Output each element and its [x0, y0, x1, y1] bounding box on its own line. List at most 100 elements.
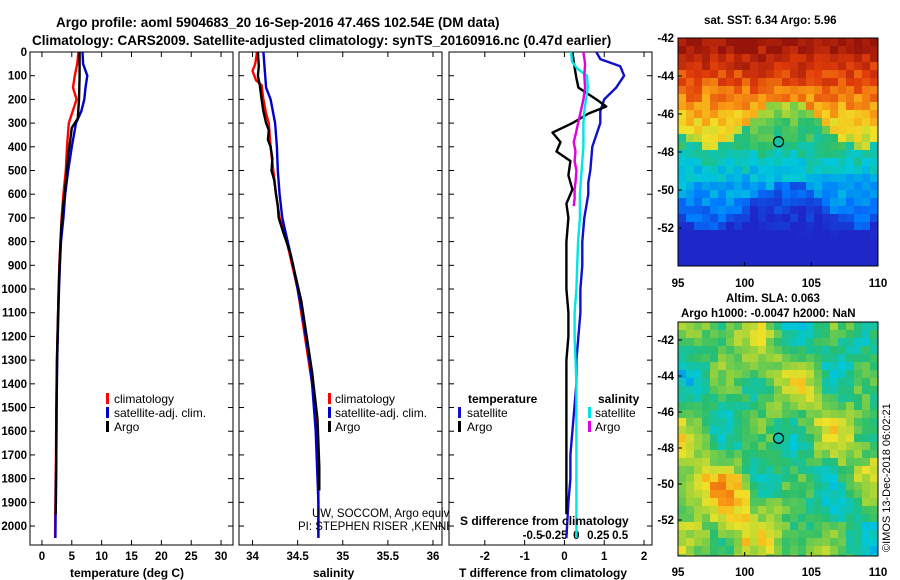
sst-map-cell — [710, 182, 718, 190]
sst-map-cell — [782, 102, 790, 110]
sla-map-cell — [766, 338, 774, 346]
sst-map-cell — [710, 198, 718, 206]
sla-map-cell — [742, 410, 750, 418]
sst-map-cell — [766, 62, 774, 70]
sla-map-cell — [710, 474, 718, 482]
sla-map-cell — [838, 522, 846, 530]
sla-map-cell — [726, 466, 734, 474]
sla-map-cell — [822, 338, 830, 346]
s-tick-label: -0.25 — [541, 530, 568, 542]
sla-map-cell — [710, 554, 718, 556]
sst-map-cell — [870, 134, 878, 142]
sst-map-cell — [694, 174, 702, 182]
sst-map-cell — [702, 254, 710, 262]
legend-label-s-satellite: satellite — [595, 406, 636, 420]
sla-map-cell — [806, 322, 814, 330]
sla-map-cell — [838, 442, 846, 450]
sla-map-cell — [822, 466, 830, 474]
sst-map-cell — [726, 214, 734, 222]
sla-map-cell — [838, 514, 846, 522]
sst-map-cell — [774, 230, 782, 238]
sst-map-cell — [758, 214, 766, 222]
sst-map-cell — [798, 238, 806, 246]
sla-map-cell — [790, 522, 798, 530]
sst-map-cell — [726, 126, 734, 134]
sla-map-cell — [742, 498, 750, 506]
sla-map-cell — [854, 346, 862, 354]
sst-map-cell — [710, 134, 718, 142]
sst-map-cell — [782, 198, 790, 206]
sla-map-cell — [726, 402, 734, 410]
sla-map-cell — [862, 522, 870, 530]
sst-map-cell — [822, 134, 830, 142]
sla-map-cell — [710, 394, 718, 402]
sla-map-cell — [726, 346, 734, 354]
sst-map-cell — [806, 246, 814, 254]
temperature-panel: 0100200300400500600700800900100011001200… — [1, 47, 234, 580]
sst-map-cell — [686, 230, 694, 238]
sst-map-cell — [790, 190, 798, 198]
sst-map-cell — [758, 142, 766, 150]
sla-map-cell — [806, 426, 814, 434]
sla-map-cell — [774, 466, 782, 474]
sst-map-cell — [678, 254, 686, 262]
sst-map-cell — [798, 62, 806, 70]
sst-map-cell — [702, 198, 710, 206]
sla-map-cell — [846, 418, 854, 426]
sla-map-cell — [830, 490, 838, 498]
sla-map-cell — [774, 474, 782, 482]
sst-map-cell — [742, 86, 750, 94]
sst-map-cell — [774, 238, 782, 246]
sst-map-cell — [862, 126, 870, 134]
sst-map-cell — [774, 62, 782, 70]
sst-map-cell — [774, 166, 782, 174]
sla-map-cell — [854, 554, 862, 556]
sst-map-cell — [686, 214, 694, 222]
sla-map-cell — [822, 426, 830, 434]
sla-map-cell — [774, 410, 782, 418]
sla-map-cell — [862, 322, 870, 330]
sla-map-cell — [790, 370, 798, 378]
sst-map-cell — [814, 206, 822, 214]
sla-map-cell — [742, 530, 750, 538]
sla-map-cell — [862, 498, 870, 506]
sla-map-cell — [790, 354, 798, 362]
sla-map-cell — [726, 506, 734, 514]
sla-map-cell — [742, 490, 750, 498]
salinity-series — [251, 51, 321, 538]
sst-map-cell — [798, 86, 806, 94]
depth-tick-label: 900 — [8, 260, 27, 272]
sst-map-cell — [782, 158, 790, 166]
sla-map-cell — [774, 514, 782, 522]
sla-map-cell — [734, 474, 742, 482]
sst-map-cell — [870, 182, 878, 190]
sla-map-cell — [758, 394, 766, 402]
sla-map-cell — [774, 522, 782, 530]
sla-map-cell — [750, 426, 758, 434]
t-difference-xlabel: T difference from climatology — [459, 566, 627, 580]
sla-map-cell — [734, 346, 742, 354]
sla-map-cell — [806, 338, 814, 346]
sla-map-cell — [790, 482, 798, 490]
sla-map-cell — [838, 474, 846, 482]
sst-map-cell — [870, 118, 878, 126]
sla-map-cell — [806, 474, 814, 482]
sla-map-cell — [726, 370, 734, 378]
sst-map-cell — [742, 206, 750, 214]
sst-map-cell — [774, 222, 782, 230]
sla-map-cell — [758, 442, 766, 450]
sst-map-cell — [726, 198, 734, 206]
sst-map-cell — [726, 54, 734, 62]
legend-swatch-s-satellite — [588, 407, 591, 418]
sla-map-cell — [710, 426, 718, 434]
sla-map-cell — [830, 458, 838, 466]
sst-map-cell — [862, 166, 870, 174]
sla-map-cell — [710, 506, 718, 514]
sst-map-cell — [710, 190, 718, 198]
sla-map-cell — [726, 322, 734, 330]
sst-map-cell — [822, 46, 830, 54]
sst-map-cell — [758, 222, 766, 230]
sst-map-cell — [726, 222, 734, 230]
sla-map-cell — [790, 362, 798, 370]
sla-map-cell — [758, 522, 766, 530]
